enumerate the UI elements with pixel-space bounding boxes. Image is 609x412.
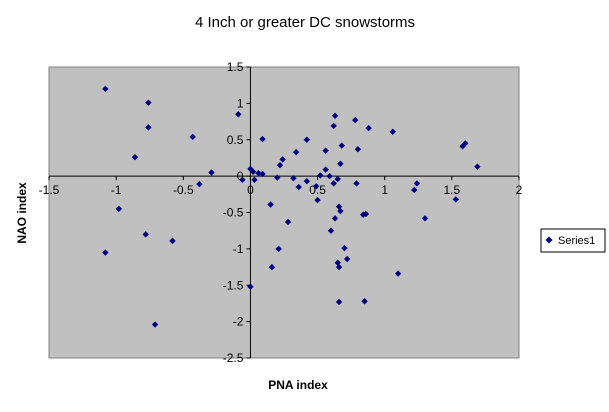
data-point bbox=[145, 124, 152, 131]
data-point bbox=[259, 170, 266, 178]
y-tick-label: -2 bbox=[233, 315, 244, 329]
data-point bbox=[295, 183, 302, 191]
data-point bbox=[351, 116, 359, 124]
data-point bbox=[474, 163, 481, 170]
data-point bbox=[334, 175, 341, 183]
x-axis-label: PNA index bbox=[268, 378, 328, 392]
data-point bbox=[303, 136, 311, 143]
y-tick-label: 1.5 bbox=[227, 60, 244, 74]
data-point bbox=[102, 249, 109, 256]
data-point bbox=[331, 112, 339, 119]
data-point bbox=[341, 244, 348, 252]
data-point bbox=[362, 210, 370, 218]
data-point bbox=[208, 169, 215, 176]
x-tick-label: -1 bbox=[111, 183, 122, 197]
data-point bbox=[337, 160, 344, 167]
y-tick-label: 0.5 bbox=[227, 133, 244, 147]
y-tick-label: -1.5 bbox=[223, 278, 244, 292]
data-point bbox=[142, 231, 149, 238]
data-point bbox=[452, 196, 460, 203]
legend-marker bbox=[545, 236, 553, 244]
data-point bbox=[322, 166, 329, 173]
data-point bbox=[290, 175, 297, 182]
data-point bbox=[330, 180, 337, 187]
data-point bbox=[279, 156, 286, 163]
data-point bbox=[353, 180, 360, 187]
data-point bbox=[284, 218, 292, 226]
x-tick-label: 1 bbox=[381, 183, 388, 197]
data-point bbox=[421, 215, 429, 222]
data-point bbox=[259, 135, 266, 143]
data-point bbox=[322, 147, 329, 154]
data-point bbox=[411, 186, 418, 194]
data-point bbox=[303, 178, 311, 185]
data-point bbox=[267, 201, 274, 208]
data-point bbox=[292, 148, 300, 156]
data-point bbox=[337, 207, 344, 215]
data-point bbox=[196, 180, 203, 188]
y-tick-label: 1 bbox=[237, 96, 244, 110]
data-point bbox=[235, 111, 242, 118]
data-point bbox=[462, 140, 469, 147]
data-point bbox=[145, 99, 152, 106]
data-point bbox=[239, 176, 246, 183]
x-tick-label: -0.5 bbox=[173, 183, 194, 197]
data-point bbox=[335, 298, 343, 306]
plot-area bbox=[48, 66, 520, 359]
legend: Series1 bbox=[540, 228, 606, 253]
data-point bbox=[317, 172, 324, 179]
data-point bbox=[338, 142, 345, 149]
data-point bbox=[115, 205, 123, 213]
y-tick-label: 0 bbox=[237, 169, 244, 183]
data-point bbox=[330, 122, 337, 130]
data-point bbox=[394, 270, 402, 277]
data-point bbox=[247, 283, 254, 290]
data-point bbox=[361, 298, 368, 305]
data-point bbox=[249, 168, 257, 175]
y-axis-label: NAO index bbox=[15, 182, 29, 244]
data-point bbox=[102, 85, 109, 93]
y-tick-label: -2.5 bbox=[223, 351, 244, 365]
data-point bbox=[275, 245, 282, 253]
x-tick-label: 1.5 bbox=[444, 183, 461, 197]
data-point bbox=[413, 180, 421, 187]
data-point bbox=[189, 133, 196, 141]
y-tick-label: -0.5 bbox=[223, 206, 244, 220]
data-point bbox=[327, 227, 335, 234]
chart-title: 4 Inch or greater DC snowstorms bbox=[195, 14, 415, 31]
data-point bbox=[255, 170, 262, 177]
data-point bbox=[313, 183, 320, 190]
data-point bbox=[276, 162, 284, 169]
legend-box bbox=[540, 228, 606, 253]
data-point bbox=[251, 176, 258, 183]
data-point bbox=[354, 146, 362, 153]
legend-label: Series1 bbox=[558, 235, 595, 247]
data-points bbox=[102, 85, 481, 328]
data-point bbox=[365, 124, 372, 132]
data-point bbox=[389, 128, 396, 135]
data-point bbox=[169, 237, 176, 245]
data-point bbox=[331, 215, 339, 222]
x-tick-label: 0 bbox=[247, 183, 254, 197]
x-tick-label: -1.5 bbox=[39, 183, 60, 197]
data-point bbox=[268, 263, 276, 271]
data-point bbox=[343, 255, 351, 263]
y-tick-label: -1 bbox=[233, 242, 244, 256]
data-point bbox=[131, 154, 139, 161]
data-point bbox=[151, 321, 159, 328]
data-point bbox=[335, 263, 343, 271]
data-point bbox=[314, 196, 321, 204]
data-point bbox=[274, 174, 281, 181]
data-point bbox=[326, 172, 333, 180]
x-tick-label: 2 bbox=[516, 183, 523, 197]
